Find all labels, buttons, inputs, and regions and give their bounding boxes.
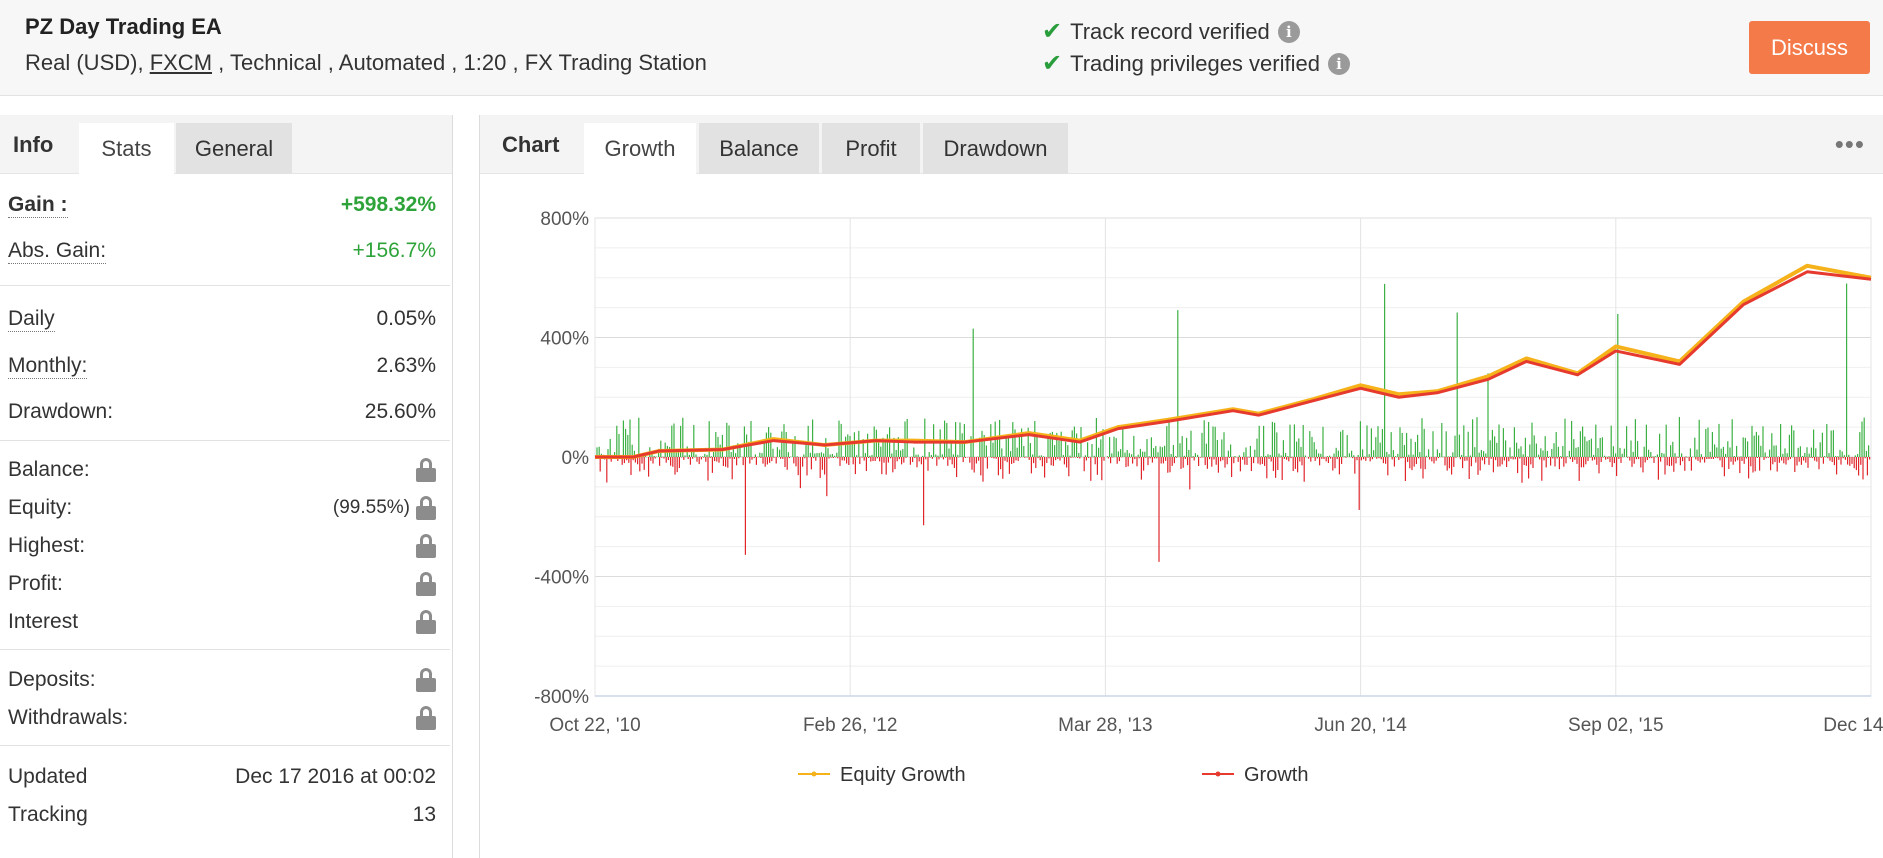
chart-tabs: Chart Growth Balance Profit Drawdown ••• — [480, 115, 1883, 174]
interest-row: Interest — [8, 605, 436, 639]
left-tabs: Info Stats General — [0, 115, 452, 174]
tracking-value: 13 — [412, 803, 436, 826]
abs-gain-label[interactable]: Abs. Gain: — [8, 238, 107, 264]
gain-label[interactable]: Gain : — [8, 192, 68, 218]
x-tick-label: Dec 14, '16 — [1823, 715, 1883, 736]
drawdown-label: Drawdown: — [8, 400, 114, 423]
lock-icon — [416, 496, 436, 520]
chart-panel: Chart Growth Balance Profit Drawdown •••… — [479, 115, 1883, 858]
tab-general[interactable]: General — [176, 123, 292, 174]
tab-balance[interactable]: Balance — [699, 123, 819, 174]
abs-gain-row: Abs. Gain: +156.7% — [8, 234, 436, 268]
equity-row: Equity: (99.55%) — [8, 491, 436, 525]
x-tick-label: Mar 28, '13 — [1058, 715, 1152, 736]
balance-row: Balance: — [8, 453, 436, 487]
lock-icon — [416, 534, 436, 558]
info-tab-label: Info — [13, 132, 54, 157]
monthly-label[interactable]: Monthly: — [8, 353, 88, 379]
y-tick-label: 400% — [540, 329, 589, 350]
deposits-label: Deposits: — [8, 668, 96, 691]
profit-label: Profit: — [8, 572, 63, 595]
abs-gain-value: +156.7% — [352, 239, 437, 262]
legend-marker — [811, 771, 817, 777]
monthly-value: 2.63% — [376, 354, 436, 377]
broker-link[interactable]: FXCM — [149, 50, 213, 75]
daily-value: 0.05% — [376, 307, 436, 330]
checkmark-icon: ✔ — [1042, 18, 1063, 45]
gain-value: +598.32% — [340, 193, 436, 216]
trading-privileges-label: Trading privileges verified — [1070, 50, 1320, 76]
lock-icon — [416, 458, 436, 482]
equity-value: (99.55%) — [332, 497, 410, 518]
x-tick-label: Feb 26, '12 — [803, 715, 897, 736]
system-header: PZ Day Trading EA Real (USD), FXCM , Tec… — [0, 0, 1883, 96]
lock-icon — [416, 668, 436, 692]
lock-icon — [416, 610, 436, 634]
divider — [0, 440, 450, 441]
tab-growth[interactable]: Growth — [584, 123, 696, 174]
updated-label: Updated — [8, 765, 88, 788]
deposits-row: Deposits: — [8, 663, 436, 697]
divider — [0, 285, 450, 286]
daily-label[interactable]: Daily — [8, 306, 55, 332]
trading-privileges-verified: ✔ Trading privileges verified i — [1042, 49, 1350, 78]
track-record-label: Track record verified — [1070, 18, 1270, 44]
profit-row: Profit: — [8, 567, 436, 601]
y-tick-label: 0% — [562, 448, 590, 469]
equity-value-wrap: (99.55%) — [333, 496, 436, 520]
x-tick-label: Jun 20, '14 — [1314, 715, 1407, 736]
chart-legend[interactable]: Equity Growth Growth — [798, 764, 1308, 786]
drawdown-value: 25.60% — [364, 400, 436, 423]
y-tick-label: -400% — [534, 568, 589, 589]
balance-label: Balance: — [8, 458, 90, 481]
system-meta: Real (USD), FXCM , Technical , Automated… — [25, 50, 707, 76]
lock-icon — [416, 706, 436, 730]
discuss-button[interactable]: Discuss — [1749, 21, 1870, 74]
stats-panel: Info Stats General Gain : +598.32% Abs. … — [0, 115, 453, 858]
growth-line — [595, 270, 1872, 459]
interest-label: Interest — [8, 610, 79, 633]
y-tick-label: -800% — [534, 687, 589, 708]
lock-icon — [416, 572, 436, 596]
y-axis-labels: 800% 400% 0% -400% -800% — [534, 209, 589, 708]
track-record-verified: ✔ Track record verified i — [1042, 17, 1300, 46]
more-icon[interactable]: ••• — [1834, 129, 1865, 159]
x-axis-labels: Oct 22, '10 Feb 26, '12 Mar 28, '13 Jun 20,… — [549, 715, 1883, 736]
updated-row: Updated Dec 17 2016 at 00:02 — [8, 760, 436, 794]
divider — [0, 649, 450, 650]
x-tick-label: Sep 02, '15 — [1568, 715, 1664, 736]
highest-row: Highest: — [8, 529, 436, 563]
system-title: PZ Day Trading EA — [25, 14, 222, 39]
meta-suffix: , Technical , Automated , 1:20 , FX Trad… — [212, 50, 707, 75]
monthly-row: Monthly: 2.63% — [8, 349, 436, 383]
tab-drawdown[interactable]: Drawdown — [923, 123, 1068, 174]
gain-row: Gain : +598.32% — [8, 188, 436, 222]
tracking-row: Tracking 13 — [8, 798, 436, 832]
x-tick-label: Oct 22, '10 — [549, 715, 640, 736]
info-icon[interactable]: i — [1277, 20, 1300, 43]
divider — [0, 745, 450, 746]
highest-label: Highest: — [8, 534, 86, 557]
chart-tab-label: Chart — [502, 132, 560, 157]
tracking-label: Tracking — [8, 803, 88, 826]
legend-marker — [1215, 771, 1221, 777]
y-tick-label: 800% — [540, 209, 589, 230]
withdrawals-label: Withdrawals: — [8, 706, 129, 729]
meta-prefix: Real (USD), — [25, 50, 150, 75]
tab-profit[interactable]: Profit — [822, 123, 920, 174]
drawdown-row: Drawdown: 25.60% — [8, 395, 436, 429]
info-icon[interactable]: i — [1327, 52, 1350, 75]
tab-stats[interactable]: Stats — [79, 123, 174, 174]
growth-chart: 800% 400% 0% -400% -800% Oct 22, '10 Feb 26, … — [534, 209, 1883, 786]
equity-label: Equity: — [8, 496, 73, 519]
chart-lines — [595, 263, 1872, 459]
legend-label: Equity Growth — [840, 764, 966, 786]
updated-value: Dec 17 2016 at 00:02 — [235, 765, 436, 788]
legend-label: Growth — [1244, 764, 1308, 786]
daily-row: Daily 0.05% — [8, 302, 436, 336]
withdrawals-row: Withdrawals: — [8, 701, 436, 735]
checkmark-icon: ✔ — [1042, 50, 1063, 77]
